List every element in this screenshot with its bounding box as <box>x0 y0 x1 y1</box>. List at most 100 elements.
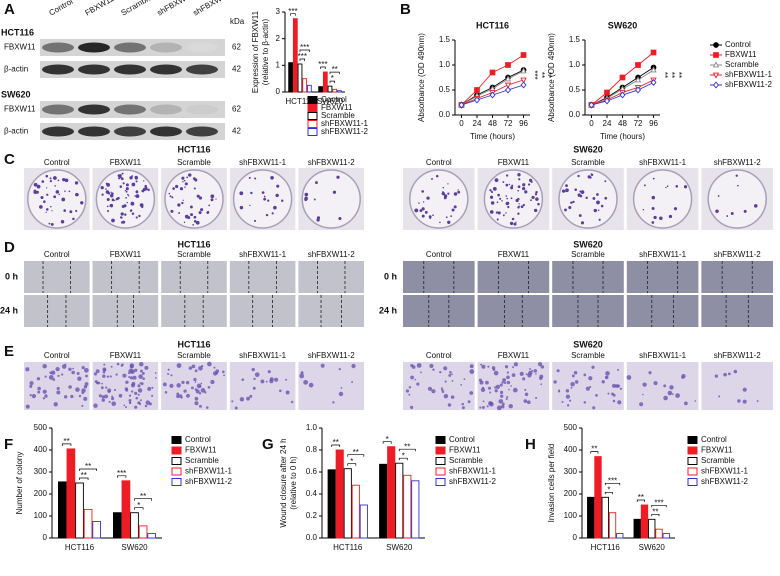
y-tick-label: 500 <box>34 423 48 432</box>
colony <box>578 195 580 198</box>
wound-photo <box>701 261 773 293</box>
blot-band <box>42 42 74 53</box>
data-point <box>473 96 480 104</box>
cell <box>488 386 492 390</box>
cell <box>469 369 475 374</box>
cell <box>451 379 454 382</box>
colony <box>127 193 129 196</box>
cell <box>57 374 60 377</box>
bar <box>288 62 294 93</box>
cell <box>193 377 197 382</box>
colony <box>125 187 129 191</box>
sig-label: ** <box>674 72 683 78</box>
cell <box>669 385 674 390</box>
photo-label: Scramble <box>571 158 605 167</box>
cell <box>501 381 504 384</box>
cell <box>653 381 658 386</box>
bar <box>332 88 338 93</box>
legend-label: FBXW11 <box>449 446 481 455</box>
cell <box>63 395 68 399</box>
cell <box>460 384 463 386</box>
cell <box>132 375 137 380</box>
colony <box>574 188 577 191</box>
colony <box>534 193 538 196</box>
colony <box>105 182 108 185</box>
legend-label: Control <box>701 435 727 444</box>
legend-label: FBXW11 <box>725 50 757 59</box>
colony <box>515 221 517 223</box>
wound-photo <box>92 261 159 293</box>
cell <box>85 374 88 378</box>
sig-label: ** <box>544 72 553 78</box>
cell <box>303 379 309 385</box>
colony <box>105 190 110 194</box>
colony <box>496 201 499 204</box>
bar <box>335 449 344 539</box>
data-point <box>619 91 626 99</box>
cell <box>194 369 198 373</box>
cell <box>181 380 185 385</box>
wound-photo <box>477 295 550 327</box>
colony <box>253 219 257 222</box>
colony <box>673 207 678 211</box>
colony <box>665 186 667 189</box>
cell <box>137 384 141 388</box>
colony <box>125 183 129 187</box>
cell <box>84 367 89 373</box>
cell <box>223 374 225 377</box>
cell-line-label: SW620 <box>1 89 31 99</box>
cell <box>111 397 115 401</box>
colony <box>643 184 646 187</box>
colony <box>61 197 66 202</box>
cell <box>443 366 448 371</box>
photo-label: FBXW11 <box>498 250 530 259</box>
cell <box>93 403 98 408</box>
cell <box>93 372 98 376</box>
colony <box>651 221 655 224</box>
cell <box>129 376 134 380</box>
colony <box>442 191 444 193</box>
sig-bracket <box>604 482 621 486</box>
cell <box>489 391 492 394</box>
bar <box>379 463 388 539</box>
y-tick-label: 300 <box>34 467 48 476</box>
colony <box>53 195 57 199</box>
colony <box>250 191 253 195</box>
cell <box>410 405 414 409</box>
x-tick-label: HCT116 <box>285 97 315 106</box>
cell <box>37 386 41 391</box>
y-tick-label: 300 <box>564 467 578 476</box>
cell <box>351 381 353 384</box>
cell <box>183 389 187 393</box>
colony <box>281 199 284 202</box>
colony <box>49 180 53 183</box>
photo-label: shFBXW11-2 <box>308 250 356 259</box>
cell <box>512 387 518 393</box>
cell <box>506 375 510 380</box>
colony <box>109 194 114 198</box>
cell <box>667 390 673 396</box>
colony <box>424 210 428 214</box>
colony <box>196 194 200 198</box>
cell <box>42 397 46 400</box>
legend-label: shFBXW11-1 <box>725 70 773 79</box>
cell <box>120 364 124 367</box>
sig-label: * <box>137 501 140 510</box>
photo-label: Scramble <box>571 351 605 360</box>
colony <box>421 190 424 193</box>
time-label: 0 h <box>5 271 18 281</box>
panel-label: A <box>4 1 15 18</box>
invasion-photo <box>403 362 475 410</box>
data-point <box>635 86 642 94</box>
colony <box>517 173 521 177</box>
colony <box>271 212 274 215</box>
cell <box>249 394 253 398</box>
protein-label: FBXW11 <box>4 105 36 114</box>
sig-label: ** <box>333 438 339 447</box>
colony <box>501 200 503 202</box>
cell <box>148 402 152 406</box>
legend-marker <box>712 72 720 79</box>
cell <box>723 372 727 377</box>
cell <box>605 376 608 379</box>
cell <box>104 394 109 399</box>
